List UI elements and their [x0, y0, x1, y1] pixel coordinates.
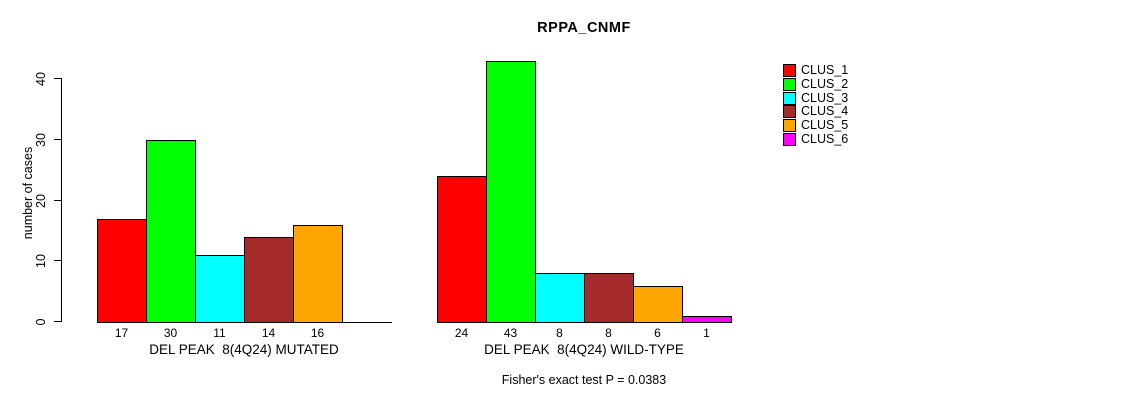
legend-label: CLUS_5 [801, 118, 849, 133]
bar-value-label: 1 [703, 326, 710, 340]
legend-swatch-clus_1 [783, 64, 796, 78]
chart-title: RPPA_CNMF [537, 20, 631, 36]
legend-label: CLUS_3 [801, 90, 849, 105]
legend-label: CLUS_4 [801, 104, 849, 119]
bar-clus_5 [293, 225, 343, 323]
y-tick-mark [54, 260, 61, 262]
bar-value-label: 17 [114, 326, 129, 340]
bar-clus_5 [633, 286, 683, 323]
x-group-label-mutated: DEL PEAK 8(4Q24) MUTATED [149, 342, 339, 357]
y-axis-line [61, 78, 62, 322]
y-tick-label: 0 [34, 318, 48, 326]
bar-clus_2 [146, 140, 196, 323]
bar-value-label: 24 [454, 326, 469, 340]
bar-value-label: 8 [605, 326, 612, 340]
bar-value-label: 11 [213, 326, 226, 340]
legend-swatch-clus_6 [783, 132, 796, 146]
bar-value-label: 16 [310, 326, 325, 340]
bar-clus_4 [584, 273, 634, 323]
legend-swatch-clus_5 [783, 119, 796, 133]
bar-value-label: 14 [261, 326, 276, 340]
legend-label: CLUS_2 [801, 77, 849, 92]
legend-label: CLUS_1 [801, 63, 849, 78]
y-axis-label: number of cases [21, 146, 35, 240]
y-tick-label: 10 [34, 254, 48, 269]
y-tick-mark [54, 199, 61, 201]
bar-clus_4 [244, 237, 294, 323]
bar-value-label: 43 [503, 326, 518, 340]
y-tick-mark [54, 321, 61, 322]
legend-swatch-clus_4 [783, 105, 796, 119]
bar-clus_1 [437, 176, 487, 323]
y-tick-label: 20 [34, 193, 48, 208]
bar-clus_3 [195, 255, 245, 323]
bar-value-label: 6 [654, 326, 661, 340]
bar-clus_1 [97, 219, 147, 323]
bar-clus_6 [682, 316, 732, 323]
legend-swatch-clus_3 [783, 91, 796, 105]
bar-value-label: 30 [163, 326, 178, 340]
bar-clus_3 [535, 273, 585, 323]
legend-swatch-clus_2 [783, 78, 796, 92]
legend-item: CLUS_1 [783, 64, 848, 78]
x-group-label-wildtype: DEL PEAK 8(4Q24) WILD-TYPE [484, 342, 684, 357]
y-tick-label: 30 [34, 132, 48, 147]
y-tick-mark [54, 78, 61, 79]
bar-clus_2 [486, 61, 536, 323]
legend-item: CLUS_5 [783, 119, 848, 133]
legend-item: CLUS_2 [783, 78, 848, 92]
legend: CLUS_1 CLUS_2 CLUS_3 CLUS_4 CLUS_5 CLUS_6 [783, 64, 848, 146]
legend-item: CLUS_4 [783, 105, 848, 119]
legend-label: CLUS_6 [801, 131, 849, 146]
fisher-test-footnote: Fisher's exact test P = 0.0383 [501, 373, 667, 387]
bar-value-label: 8 [556, 326, 563, 340]
y-tick-label: 40 [34, 72, 48, 86]
legend-item: CLUS_3 [783, 91, 848, 105]
legend-item: CLUS_6 [783, 132, 848, 146]
y-tick-mark [54, 138, 61, 140]
